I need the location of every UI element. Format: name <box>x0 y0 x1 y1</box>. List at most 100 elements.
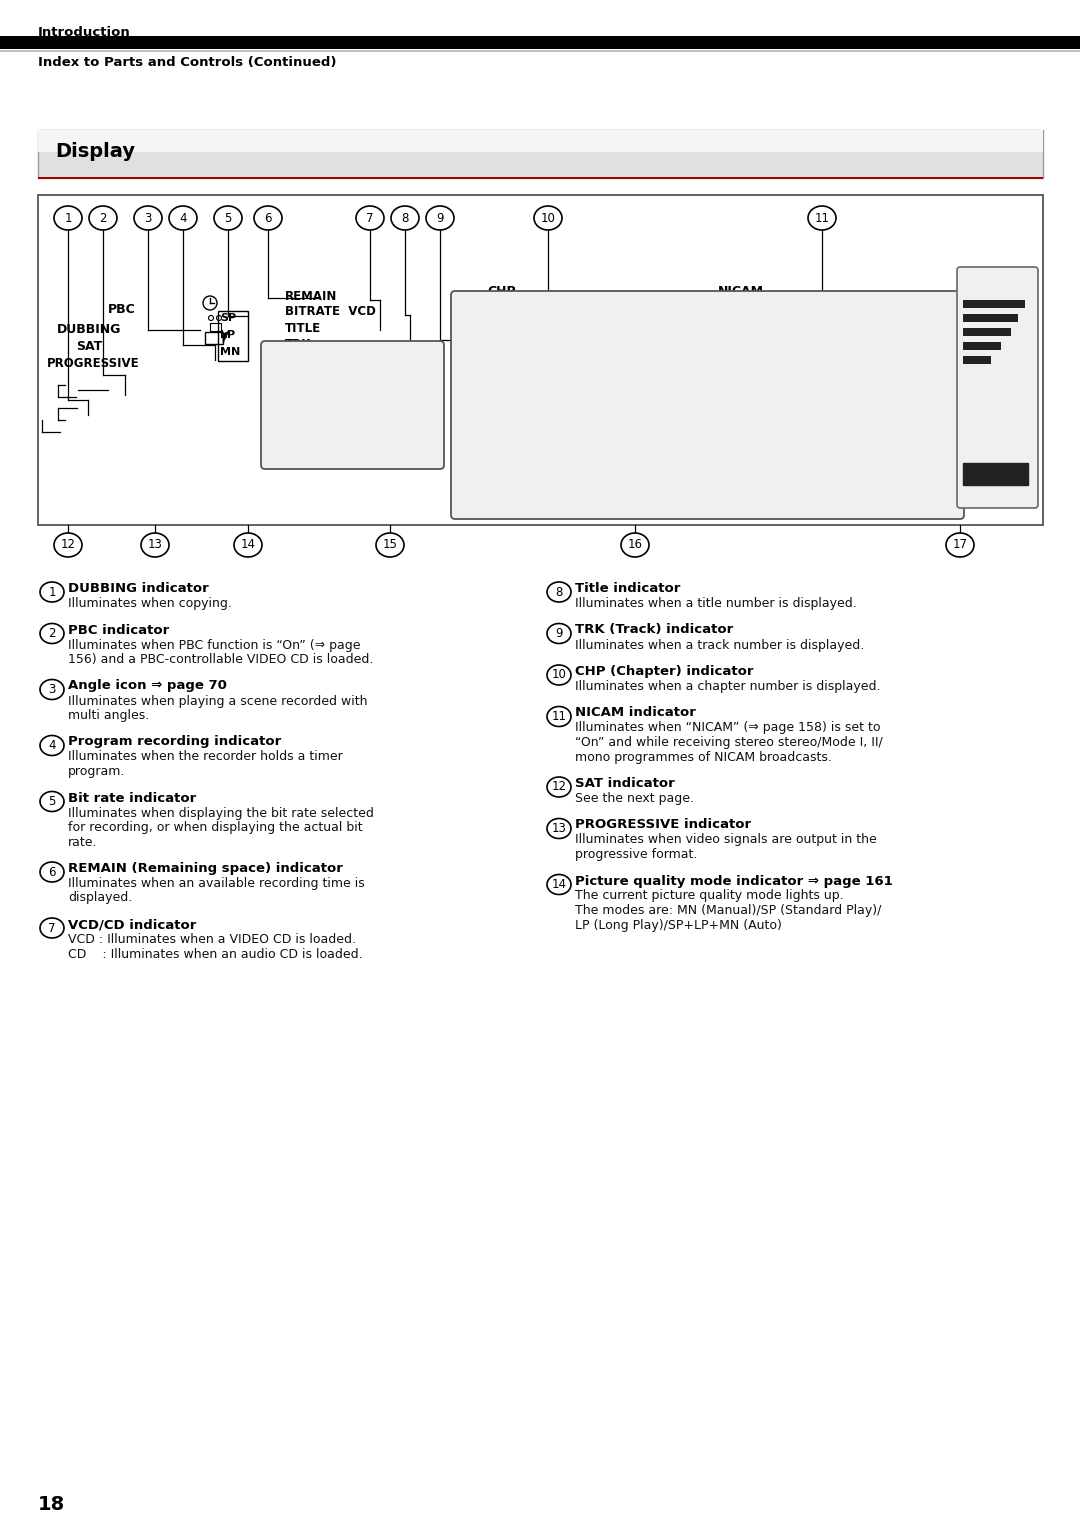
Text: M: M <box>617 365 626 375</box>
Text: Illuminates when a chapter number is displayed.: Illuminates when a chapter number is dis… <box>575 681 880 693</box>
Text: 88: 88 <box>555 305 589 333</box>
Text: 88: 88 <box>648 340 672 359</box>
Ellipse shape <box>808 206 836 230</box>
Text: NICAM indicator: NICAM indicator <box>575 707 696 719</box>
Text: 8: 8 <box>402 212 408 224</box>
Text: ▼▼: ▼▼ <box>966 278 993 295</box>
Ellipse shape <box>203 296 217 310</box>
Text: 10: 10 <box>541 212 555 224</box>
Text: 88: 88 <box>640 305 674 333</box>
Ellipse shape <box>546 624 571 644</box>
Text: rate.: rate. <box>68 836 97 848</box>
Text: mono programmes of NICAM broadcasts.: mono programmes of NICAM broadcasts. <box>575 751 832 763</box>
Bar <box>963 314 1018 322</box>
Text: Illuminates when displaying the bit rate selected: Illuminates when displaying the bit rate… <box>68 807 374 819</box>
FancyBboxPatch shape <box>957 267 1038 508</box>
Text: 5: 5 <box>49 795 56 807</box>
Ellipse shape <box>946 533 974 557</box>
Text: 13: 13 <box>148 539 162 551</box>
Text: 11: 11 <box>814 212 829 224</box>
Ellipse shape <box>54 533 82 557</box>
Text: Bit rate indicator: Bit rate indicator <box>68 792 197 804</box>
Text: CH: CH <box>417 426 435 438</box>
Text: 88: 88 <box>598 305 632 333</box>
Text: LP (Long Play)/SP+LP+MN (Auto): LP (Long Play)/SP+LP+MN (Auto) <box>575 919 782 931</box>
Text: DUBBING: DUBBING <box>57 324 121 336</box>
Text: 4: 4 <box>49 739 56 752</box>
Ellipse shape <box>426 206 454 230</box>
Text: Illuminates when a title number is displayed.: Illuminates when a title number is displ… <box>575 597 856 610</box>
Text: 88: 88 <box>312 356 370 403</box>
Bar <box>963 356 991 365</box>
Ellipse shape <box>208 316 214 320</box>
Text: 2: 2 <box>99 212 107 224</box>
FancyBboxPatch shape <box>261 340 444 468</box>
Ellipse shape <box>254 206 282 230</box>
Text: 88: 88 <box>468 340 491 359</box>
Text: program.: program. <box>68 765 125 778</box>
Bar <box>38 195 1043 525</box>
Text: BITRATE  VCD: BITRATE VCD <box>285 305 376 317</box>
Text: 16: 16 <box>627 539 643 551</box>
Ellipse shape <box>40 679 64 699</box>
Text: 15: 15 <box>382 539 397 551</box>
Text: :: : <box>596 340 608 359</box>
Bar <box>218 311 248 362</box>
Text: PBC indicator: PBC indicator <box>68 624 170 636</box>
Ellipse shape <box>546 777 571 797</box>
Text: Illuminates when “NICAM” (⇒ page 158) is set to: Illuminates when “NICAM” (⇒ page 158) is… <box>575 722 880 734</box>
Text: 8: 8 <box>555 586 563 598</box>
Text: SAT indicator: SAT indicator <box>575 777 675 790</box>
Text: :: : <box>525 340 537 359</box>
Text: Illuminates when video signals are output in the: Illuminates when video signals are outpu… <box>575 833 877 847</box>
Ellipse shape <box>214 206 242 230</box>
Text: Illuminates when playing a scene recorded with: Illuminates when playing a scene recorde… <box>68 694 367 708</box>
Ellipse shape <box>546 818 571 838</box>
Text: SAT: SAT <box>76 340 103 353</box>
Text: 1: 1 <box>49 586 56 598</box>
Text: “On” and while receiving stereo stereo/Mode I, II/: “On” and while receiving stereo stereo/M… <box>575 736 882 749</box>
Text: 3: 3 <box>145 212 151 224</box>
Text: 88: 88 <box>576 340 599 359</box>
Ellipse shape <box>216 316 221 320</box>
Text: R: R <box>997 465 1007 478</box>
Text: CD    : Illuminates when an audio CD is loaded.: CD : Illuminates when an audio CD is loa… <box>68 948 363 960</box>
Bar <box>38 130 1043 153</box>
Text: 88: 88 <box>512 305 545 333</box>
Ellipse shape <box>391 206 419 230</box>
Text: See the next page.: See the next page. <box>575 792 694 806</box>
Text: .: . <box>302 369 323 403</box>
Ellipse shape <box>40 862 64 882</box>
Text: multi angles.: multi angles. <box>68 710 149 722</box>
Text: progressive format.: progressive format. <box>575 848 698 861</box>
Text: VCD/CD indicator: VCD/CD indicator <box>68 919 197 931</box>
Bar <box>963 301 1025 308</box>
Text: LP: LP <box>220 330 235 340</box>
Text: 6: 6 <box>49 865 56 879</box>
Text: TITLE: TITLE <box>285 322 321 336</box>
Ellipse shape <box>40 919 64 938</box>
Text: :: : <box>626 305 643 333</box>
Text: 4: 4 <box>179 212 187 224</box>
Text: VCD : Illuminates when a VIDEO CD is loaded.: VCD : Illuminates when a VIDEO CD is loa… <box>68 932 356 946</box>
Text: PBC: PBC <box>108 304 136 316</box>
Text: Illuminates when the recorder holds a timer: Illuminates when the recorder holds a ti… <box>68 751 342 763</box>
Ellipse shape <box>356 206 384 230</box>
Text: Picture quality mode indicator ⇒ page 161: Picture quality mode indicator ⇒ page 16… <box>575 874 893 888</box>
Ellipse shape <box>134 206 162 230</box>
Text: 14: 14 <box>241 539 256 551</box>
Text: NICAM: NICAM <box>718 285 764 298</box>
Text: 10: 10 <box>552 668 566 682</box>
Text: 88: 88 <box>540 340 564 359</box>
Text: 11: 11 <box>552 710 567 723</box>
Ellipse shape <box>546 581 571 601</box>
Ellipse shape <box>168 206 197 230</box>
Ellipse shape <box>40 624 64 644</box>
Text: Introduction: Introduction <box>38 26 131 40</box>
Text: 12: 12 <box>552 780 567 794</box>
Text: 88: 88 <box>505 340 528 359</box>
Bar <box>963 328 1011 336</box>
Ellipse shape <box>234 533 262 557</box>
Ellipse shape <box>141 533 168 557</box>
Text: 13: 13 <box>552 823 566 835</box>
